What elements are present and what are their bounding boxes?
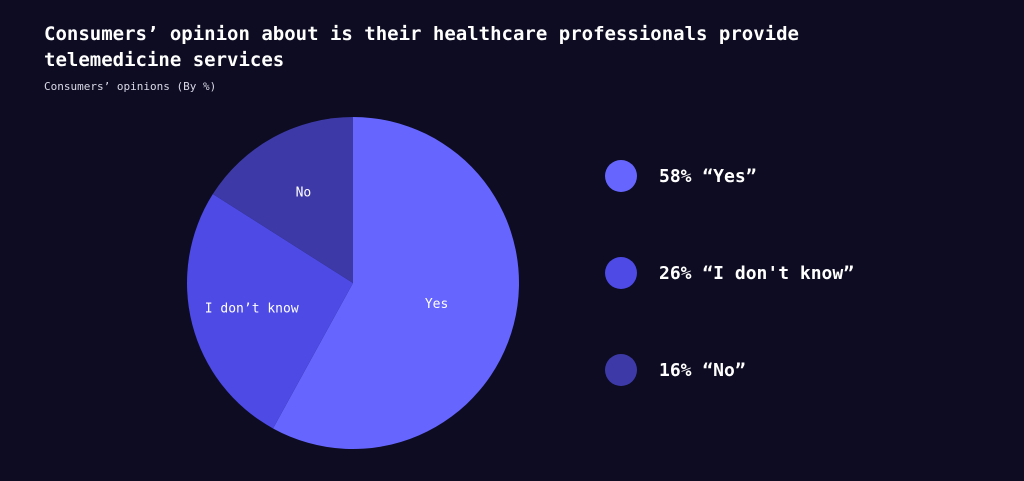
pie-label-i-don-t-know: I don’t know — [205, 302, 299, 317]
pie-slice-no — [212, 117, 353, 283]
chart-title: Consumers’ opinion about is their health… — [44, 23, 799, 71]
pie-label-yes: Yes — [425, 297, 448, 312]
legend-swatch-yes — [605, 160, 637, 192]
chart-subtitle: Consumers’ opinions (By %) — [44, 80, 217, 93]
legend-label-dont-know: 26% “I don't know” — [659, 262, 855, 284]
legend-swatch-no — [605, 354, 637, 386]
legend-item-no: 16% “No” — [605, 354, 746, 386]
pie-label-no: No — [296, 185, 312, 200]
pie-slice-i-don-t-know — [186, 194, 353, 429]
legend-label-yes: 58% “Yes” — [659, 165, 757, 187]
pie-slice-yes — [273, 117, 519, 449]
legend-swatch-dont-know — [605, 257, 637, 289]
legend-label-no: 16% “No” — [659, 359, 746, 381]
legend-item-dont-know: 26% “I don't know” — [605, 257, 854, 289]
legend-item-yes: 58% “Yes” — [605, 160, 757, 192]
